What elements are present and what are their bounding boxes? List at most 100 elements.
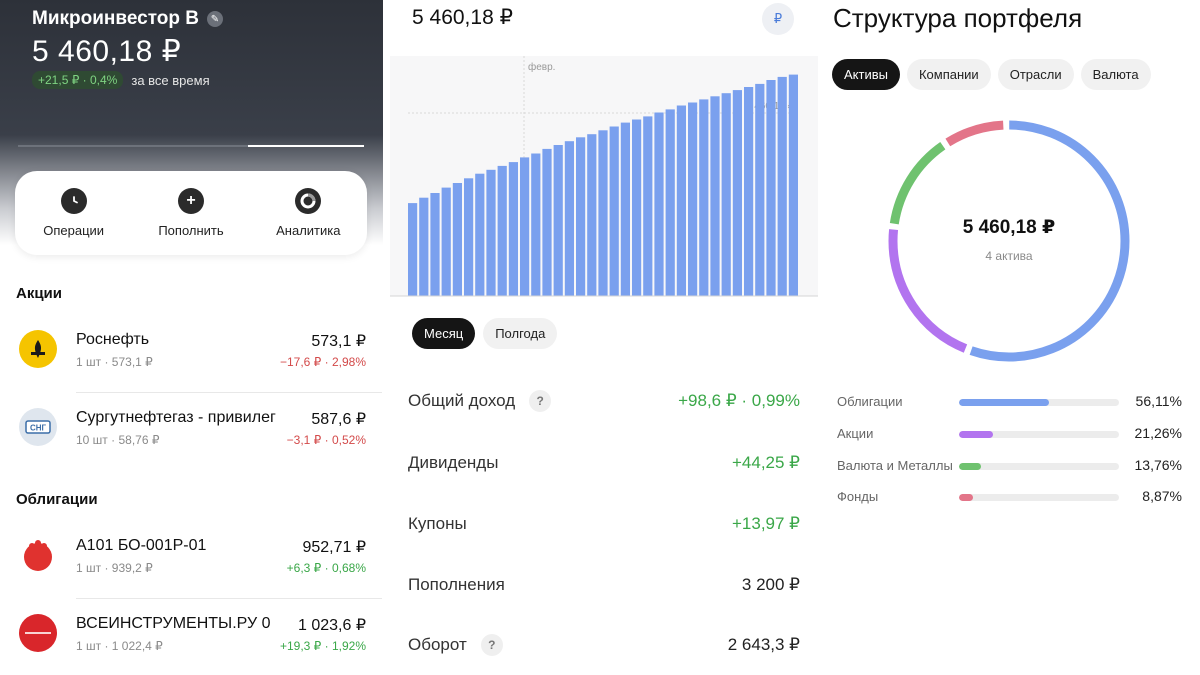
- stat-label: Оборот: [408, 635, 467, 654]
- tab-half-year[interactable]: Полгода: [483, 318, 558, 349]
- portfolio-panel: Микроинвестор В ✎ 5 460,18 ₽ +21,5 ₽ · 0…: [0, 0, 383, 675]
- holding-quantity: 1 шт · 1 022,4 ₽: [76, 639, 163, 653]
- chart-bar: [564, 141, 574, 296]
- donut-segment[interactable]: [888, 120, 1130, 362]
- a101-logo-icon: [19, 536, 57, 574]
- chart-bar: [486, 169, 496, 296]
- tab-companies[interactable]: Компании: [906, 59, 991, 90]
- month-label: февр.: [528, 61, 555, 73]
- chart-bar: [721, 93, 731, 296]
- account-title[interactable]: Микроинвестор В ✎: [32, 8, 223, 30]
- help-icon[interactable]: ?: [480, 634, 503, 656]
- holding-row[interactable]: А101 БО-001Р-01 1 шт · 939,2 ₽ 952,71 ₽ …: [16, 528, 368, 588]
- legend-item: Акции 21,26%: [837, 424, 1182, 444]
- legend-bar-fill: [959, 431, 994, 438]
- pie-chart-icon: [295, 188, 322, 214]
- legend-percent: 13,76%: [1134, 457, 1182, 473]
- holding-quantity: 1 шт · 573,1 ₽: [76, 355, 153, 369]
- holding-price: 587,6 ₽: [311, 411, 366, 428]
- chart-bar: [408, 203, 418, 296]
- stocks-section-title: Акции: [16, 285, 63, 302]
- page-indicator-inactive: [18, 145, 248, 147]
- structure-tabs: Активы Компании Отрасли Валюта: [832, 59, 1151, 90]
- bonds-section-title: Облигации: [16, 491, 98, 508]
- help-icon[interactable]: ?: [529, 390, 552, 412]
- holding-row[interactable]: Роснефть 1 шт · 573,1 ₽ 573,1 ₽ −17,6 ₽ …: [16, 322, 368, 382]
- analytics-label: Аналитика: [276, 223, 341, 238]
- chart-bar: [520, 157, 530, 296]
- svg-text:СНГ: СНГ: [30, 424, 47, 433]
- legend-bar-track: [959, 431, 1119, 438]
- row-divider: [76, 598, 382, 599]
- stat-value: +13,97 ₽: [731, 514, 800, 533]
- stat-deposits: Пополнения 3 200 ₽: [408, 575, 800, 595]
- stat-turnover: Оборот? 2 643,3 ₽: [408, 634, 800, 656]
- stat-label: Пополнения: [408, 575, 505, 594]
- stat-total-income: Общий доход? +98,6 ₽ · 0,99%: [408, 390, 800, 412]
- chart-bar: [632, 119, 642, 296]
- holding-row[interactable]: ВСЕИНСТРУМЕНТЫ.РУ 0 1 шт · 1 022,4 ₽ 1 0…: [16, 606, 368, 666]
- chart-bar: [441, 187, 451, 296]
- portfolio-value-chart[interactable]: февр. 5 460,18 ₽: [390, 56, 818, 300]
- chart-bar: [475, 173, 485, 296]
- chart-bar: [732, 90, 742, 296]
- rosneft-logo-icon: [19, 330, 57, 368]
- chart-bar: [766, 80, 776, 296]
- operations-label: Операции: [43, 223, 105, 238]
- tab-currency[interactable]: Валюта: [1080, 59, 1151, 90]
- holding-change: −17,6 ₽ · 2,98%: [279, 355, 366, 369]
- holding-name: ВСЕИНСТРУМЕНТЫ.РУ 0: [76, 615, 271, 632]
- operations-button[interactable]: Операции: [19, 188, 129, 238]
- row-divider: [76, 392, 382, 393]
- surgut-logo-icon: СНГ: [19, 408, 57, 446]
- chart-bar: [620, 122, 630, 296]
- chart-bar: [699, 99, 709, 297]
- legend-bar-fill: [959, 399, 1049, 406]
- chart-bar: [419, 197, 429, 296]
- stat-dividends: Дивиденды +44,25 ₽: [408, 453, 800, 473]
- chart-bar: [497, 165, 507, 296]
- chart-bar: [643, 116, 653, 297]
- stat-value: 3 200 ₽: [741, 575, 800, 594]
- donut-segment[interactable]: [888, 120, 1130, 362]
- plus-icon: +: [177, 188, 204, 214]
- clock-icon: [60, 188, 87, 214]
- legend-bar-fill: [959, 494, 974, 501]
- gain-row: +21,5 ₽ · 0,4% за все время: [32, 71, 210, 89]
- chart-bar: [788, 74, 798, 296]
- chart-bar: [531, 153, 541, 296]
- tab-sectors[interactable]: Отрасли: [997, 59, 1074, 90]
- chart-total: 5 460,18 ₽: [412, 6, 513, 29]
- holding-price: 573,1 ₽: [311, 333, 366, 350]
- chart-bar: [430, 193, 440, 296]
- analytics-button[interactable]: Аналитика: [253, 188, 363, 238]
- holding-price: 1 023,6 ₽: [297, 617, 366, 634]
- chart-bar: [744, 87, 754, 296]
- tab-assets[interactable]: Активы: [832, 59, 900, 90]
- income-panel: 5 460,18 ₽ ₽ февр. 5 460,18 ₽ Месяц Полг…: [390, 0, 818, 675]
- stat-coupons: Купоны +13,97 ₽: [408, 514, 800, 534]
- gain-badge: +21,5 ₽ · 0,4%: [32, 71, 124, 89]
- period-tabs: Месяц Полгода: [412, 318, 558, 349]
- currency-button[interactable]: ₽: [762, 3, 794, 35]
- legend-percent: 21,26%: [1134, 425, 1182, 441]
- holding-name: Сургутнефтегаз - привилег: [76, 409, 276, 426]
- chart-bar: [777, 76, 787, 297]
- chart-bar: [464, 178, 474, 296]
- holding-quantity: 1 шт · 939,2 ₽: [76, 561, 153, 575]
- holding-change: −3,1 ₽ · 0,52%: [286, 433, 366, 447]
- stat-label: Купоны: [408, 514, 467, 533]
- chart-bar: [755, 83, 765, 297]
- chart-bar: [688, 102, 698, 296]
- edit-icon[interactable]: ✎: [206, 11, 223, 27]
- top-up-button[interactable]: + Пополнить: [136, 188, 246, 238]
- chart-bar: [553, 145, 563, 296]
- holding-row[interactable]: СНГ Сургутнефтегаз - привилег 10 шт · 58…: [16, 400, 368, 460]
- structure-panel: Структура портфеля Активы Компании Отрас…: [820, 0, 1200, 675]
- allocation-donut[interactable]: [886, 118, 1132, 364]
- chart-bar: [710, 96, 720, 296]
- gain-period: за все время: [131, 72, 210, 88]
- stat-value: +44,25 ₽: [731, 453, 800, 472]
- holding-quantity: 10 шт · 58,76 ₽: [76, 433, 160, 447]
- tab-month[interactable]: Месяц: [412, 318, 476, 349]
